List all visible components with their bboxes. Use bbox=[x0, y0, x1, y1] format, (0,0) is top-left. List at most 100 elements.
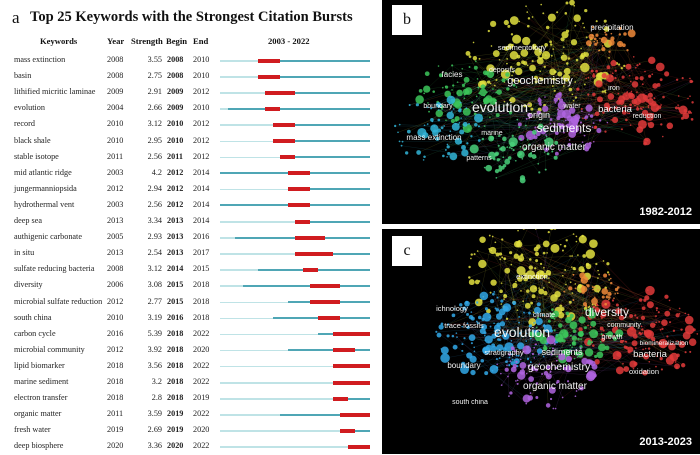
burst-timeline bbox=[220, 326, 370, 343]
network-node bbox=[593, 141, 595, 143]
network-node bbox=[549, 41, 552, 44]
network-node bbox=[573, 267, 576, 270]
network-node bbox=[487, 80, 490, 83]
network-node bbox=[539, 70, 541, 72]
header-year: Year bbox=[107, 36, 124, 46]
network-node bbox=[572, 341, 577, 346]
network-node bbox=[687, 98, 689, 100]
network-node bbox=[629, 314, 633, 318]
network-node bbox=[584, 135, 586, 137]
network-node bbox=[524, 350, 526, 352]
network-node bbox=[500, 373, 502, 375]
network-node bbox=[510, 142, 515, 147]
network-node bbox=[585, 78, 587, 80]
network-node bbox=[480, 359, 484, 363]
burst-timeline bbox=[220, 165, 370, 182]
keyword-cell: stable isotope bbox=[14, 152, 59, 161]
network-node bbox=[562, 275, 564, 277]
begin-cell: 2012 bbox=[167, 168, 183, 177]
end-cell: 2020 bbox=[193, 345, 209, 354]
network-node bbox=[685, 351, 687, 353]
network-node bbox=[621, 67, 623, 69]
network-node bbox=[489, 247, 496, 254]
network-node bbox=[652, 83, 658, 89]
keyword-cell: deep biosphere bbox=[14, 441, 63, 450]
network-node bbox=[580, 338, 582, 340]
strength-cell: 2.8 bbox=[136, 393, 162, 402]
network-node bbox=[589, 329, 598, 338]
network-node bbox=[463, 337, 465, 339]
network-node bbox=[473, 346, 475, 348]
network-node bbox=[620, 43, 622, 45]
keyword-label: climate bbox=[533, 312, 555, 319]
network-node bbox=[608, 57, 610, 59]
network-node bbox=[569, 344, 571, 346]
network-node bbox=[678, 95, 680, 97]
end-cell: 2022 bbox=[193, 329, 209, 338]
network-node bbox=[636, 64, 638, 66]
network-node bbox=[616, 366, 624, 374]
network-node bbox=[664, 295, 668, 299]
network-node bbox=[575, 283, 577, 285]
network-node bbox=[662, 136, 664, 138]
network-node bbox=[537, 302, 541, 306]
network-node bbox=[617, 292, 619, 294]
network-node bbox=[599, 38, 601, 40]
network-node bbox=[416, 150, 421, 155]
network-node bbox=[572, 274, 574, 276]
network-node bbox=[642, 107, 644, 109]
network-node bbox=[589, 332, 591, 334]
network-graph-c: diversityevolutionextinctiongeochemistry… bbox=[382, 229, 700, 454]
network-node bbox=[590, 321, 596, 327]
network-node bbox=[546, 136, 548, 138]
network-node bbox=[469, 279, 475, 285]
network-node bbox=[689, 78, 691, 80]
network-node bbox=[633, 334, 638, 339]
network-node bbox=[446, 156, 448, 158]
network-node bbox=[681, 363, 685, 367]
network-node bbox=[660, 123, 662, 125]
network-node bbox=[494, 85, 496, 87]
network-node bbox=[680, 328, 682, 330]
network-node bbox=[647, 289, 649, 291]
begin-cell: 2016 bbox=[167, 313, 183, 322]
end-cell: 2012 bbox=[193, 87, 209, 96]
burst-timeline bbox=[220, 213, 370, 230]
begin-cell: 2018 bbox=[167, 345, 183, 354]
network-node bbox=[447, 145, 450, 148]
network-node bbox=[645, 286, 655, 296]
begin-cell: 2018 bbox=[167, 377, 183, 386]
network-node bbox=[520, 146, 522, 148]
keyword-label: bacteria bbox=[633, 349, 668, 360]
year-cell: 2004 bbox=[107, 103, 123, 112]
network-node bbox=[574, 358, 576, 360]
network-node bbox=[601, 288, 608, 295]
network-node bbox=[588, 113, 590, 115]
network-node bbox=[548, 14, 556, 22]
year-cell: 2013 bbox=[107, 248, 123, 257]
network-node bbox=[489, 117, 491, 119]
end-cell: 2018 bbox=[193, 313, 209, 322]
network-node bbox=[632, 340, 638, 346]
network-node bbox=[478, 139, 481, 142]
keyword-label: sedimentology bbox=[498, 43, 547, 52]
network-node bbox=[662, 96, 665, 99]
network-node bbox=[564, 245, 567, 248]
network-node bbox=[546, 252, 548, 254]
network-node bbox=[573, 329, 577, 333]
network-node bbox=[522, 345, 531, 354]
network-node bbox=[548, 231, 550, 233]
keyword-cell: in situ bbox=[14, 248, 34, 257]
network-node bbox=[470, 135, 472, 137]
year-cell: 2008 bbox=[107, 55, 123, 64]
network-node bbox=[490, 292, 492, 294]
network-node bbox=[456, 332, 458, 334]
network-node bbox=[518, 126, 520, 128]
network-node bbox=[546, 403, 551, 408]
network-node bbox=[501, 78, 505, 82]
network-node bbox=[535, 156, 537, 158]
network-node bbox=[558, 92, 562, 96]
